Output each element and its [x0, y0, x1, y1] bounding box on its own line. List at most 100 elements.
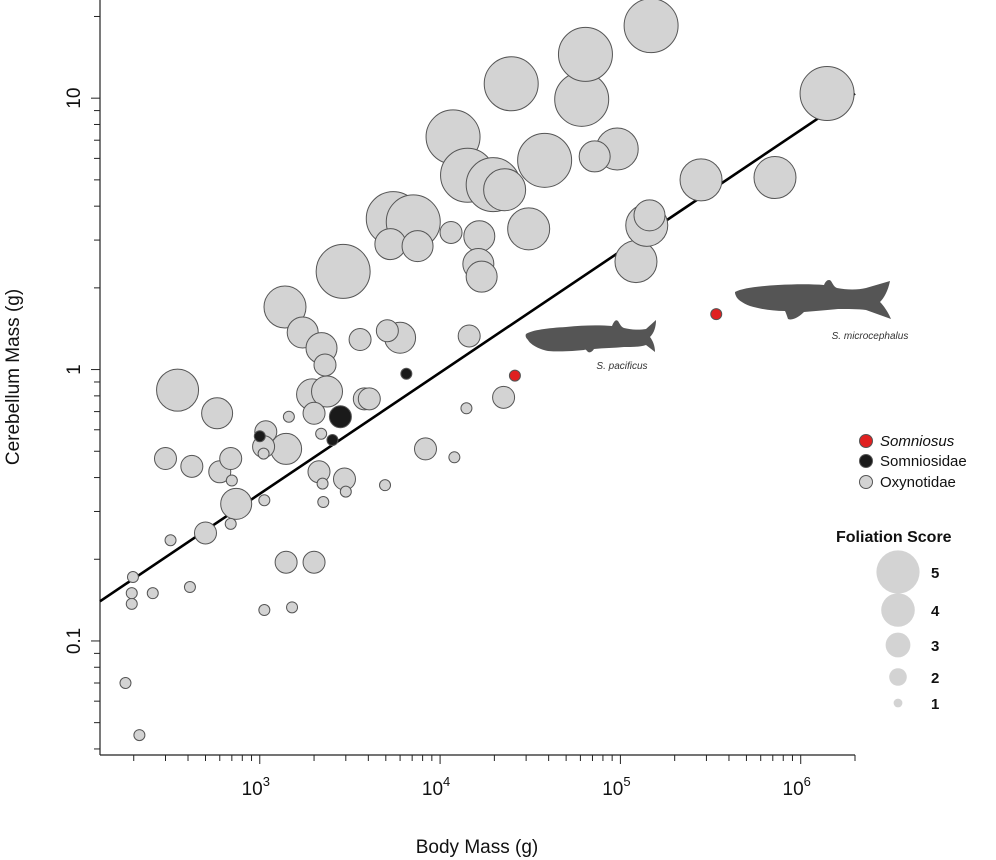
data-point-somniosidae	[400, 367, 413, 380]
data-point-oxynotidae	[339, 485, 352, 498]
regression	[99, 92, 856, 603]
size-legend-title: Foliation Score	[836, 529, 952, 546]
data-point-oxynotidae	[614, 240, 658, 284]
x-tick-label: 104	[422, 774, 450, 800]
data-point-somniosus	[710, 308, 723, 321]
y-axis-title: Cerebellum Mass (g)	[3, 289, 24, 465]
data-point-oxynotidae	[753, 156, 797, 200]
data-point-oxynotidae	[224, 517, 237, 530]
data-point-oxynotidae	[257, 447, 270, 460]
legend-swatch-somniosidae	[859, 454, 873, 468]
data-point-oxynotidae	[201, 397, 234, 430]
size-legend-label: 4	[931, 603, 940, 620]
size-legend-circle	[876, 550, 920, 594]
data-points	[119, 0, 855, 742]
annotation-pacificus: S. pacificus	[596, 361, 647, 372]
y-tick-label: 1	[64, 364, 85, 375]
shark-pacificus-icon	[525, 320, 656, 353]
size-legend-circle	[889, 668, 907, 686]
x-tick-label: 105	[602, 774, 630, 800]
legend-label-oxynotidae: Oxynotidae	[880, 474, 956, 491]
axis-labels: Body Mass (g) Cerebellum Mass (g)	[3, 289, 538, 858]
data-point-oxynotidae	[374, 228, 407, 261]
data-point-oxynotidae	[460, 402, 473, 415]
size-legend-label: 1	[931, 696, 939, 713]
data-point-oxynotidae	[633, 199, 666, 232]
data-point-oxynotidae	[156, 368, 200, 412]
shark-silhouettes: S. pacificus S. microcephalus	[525, 280, 909, 372]
size-legend-circle	[881, 593, 915, 627]
data-point-oxynotidae	[439, 220, 463, 244]
data-point-oxynotidae	[219, 447, 243, 471]
data-point-oxynotidae	[557, 26, 613, 82]
size-legend-label: 5	[931, 565, 939, 582]
data-point-somniosidae	[328, 405, 352, 429]
size-legend-circle	[893, 698, 903, 708]
data-point-oxynotidae	[463, 220, 496, 253]
data-point-oxynotidae	[357, 387, 381, 411]
data-point-oxynotidae	[282, 410, 295, 423]
legend-swatch-oxynotidae	[859, 475, 873, 489]
data-point-oxynotidae	[274, 550, 298, 574]
annotation-microcephalus: S. microcephalus	[832, 331, 909, 342]
tick-marks: 103 104 105 106 0.1 1 10	[64, 15, 856, 800]
data-point-oxynotidae	[125, 587, 138, 600]
legend: Somniosus Somniosidae Oxynotidae Foliation …	[836, 433, 967, 713]
data-point-oxynotidae	[483, 168, 527, 212]
data-point-oxynotidae	[263, 285, 307, 329]
size-legend-label: 3	[931, 638, 939, 655]
data-point-oxynotidae	[146, 587, 159, 600]
data-point-oxynotidae	[492, 385, 516, 409]
data-point-oxynotidae	[180, 454, 204, 478]
size-legend-circle	[885, 632, 911, 658]
data-point-oxynotidae	[302, 401, 326, 425]
data-point-oxynotidae	[225, 474, 238, 487]
data-point-oxynotidae	[448, 451, 461, 464]
data-point-oxynotidae	[401, 230, 434, 263]
data-point-oxynotidae	[220, 487, 253, 520]
data-point-oxynotidae	[483, 56, 539, 112]
data-point-oxynotidae	[315, 427, 328, 440]
data-point-oxynotidae	[183, 581, 196, 594]
data-point-oxynotidae	[623, 0, 679, 54]
data-point-oxynotidae	[119, 676, 132, 689]
data-point-somniosidae	[326, 434, 339, 447]
data-point-oxynotidae	[315, 243, 371, 299]
data-point-oxynotidae	[286, 601, 299, 614]
x-tick-label: 106	[783, 774, 811, 800]
regression-line	[99, 92, 856, 603]
data-point-oxynotidae	[348, 328, 372, 352]
legend-label-somniosidae: Somniosidae	[880, 453, 967, 470]
data-point-oxynotidae	[317, 496, 330, 509]
data-point-oxynotidae	[125, 597, 138, 610]
data-point-oxynotidae	[133, 729, 146, 742]
size-legend-label: 2	[931, 670, 939, 687]
data-point-oxynotidae	[153, 447, 177, 471]
axes	[99, 0, 855, 756]
y-tick-label: 10	[64, 88, 85, 109]
y-tick-label: 0.1	[64, 628, 85, 654]
data-point-oxynotidae	[193, 521, 217, 545]
x-axis-title: Body Mass (g)	[416, 837, 538, 858]
data-point-oxynotidae	[413, 437, 437, 461]
data-point-oxynotidae	[379, 479, 392, 492]
data-point-oxynotidae	[457, 324, 481, 348]
data-point-somniosidae	[253, 430, 266, 443]
data-point-oxynotidae	[258, 494, 271, 507]
data-point-oxynotidae	[679, 158, 723, 202]
data-point-oxynotidae	[578, 140, 611, 173]
data-point-oxynotidae	[507, 207, 551, 251]
data-point-oxynotidae	[375, 319, 399, 343]
data-point-oxynotidae	[465, 260, 498, 293]
data-point-oxynotidae	[799, 66, 855, 122]
data-point-oxynotidae	[258, 604, 271, 617]
shark-microcephalus-icon	[735, 280, 891, 320]
data-point-oxynotidae	[126, 571, 139, 584]
legend-swatch-somniosus	[859, 434, 873, 448]
legend-label-somniosus: Somniosus	[880, 433, 955, 450]
data-point-oxynotidae	[316, 477, 329, 490]
data-point-oxynotidae	[164, 534, 177, 547]
x-tick-label: 103	[242, 774, 270, 800]
data-point-oxynotidae	[302, 550, 326, 574]
